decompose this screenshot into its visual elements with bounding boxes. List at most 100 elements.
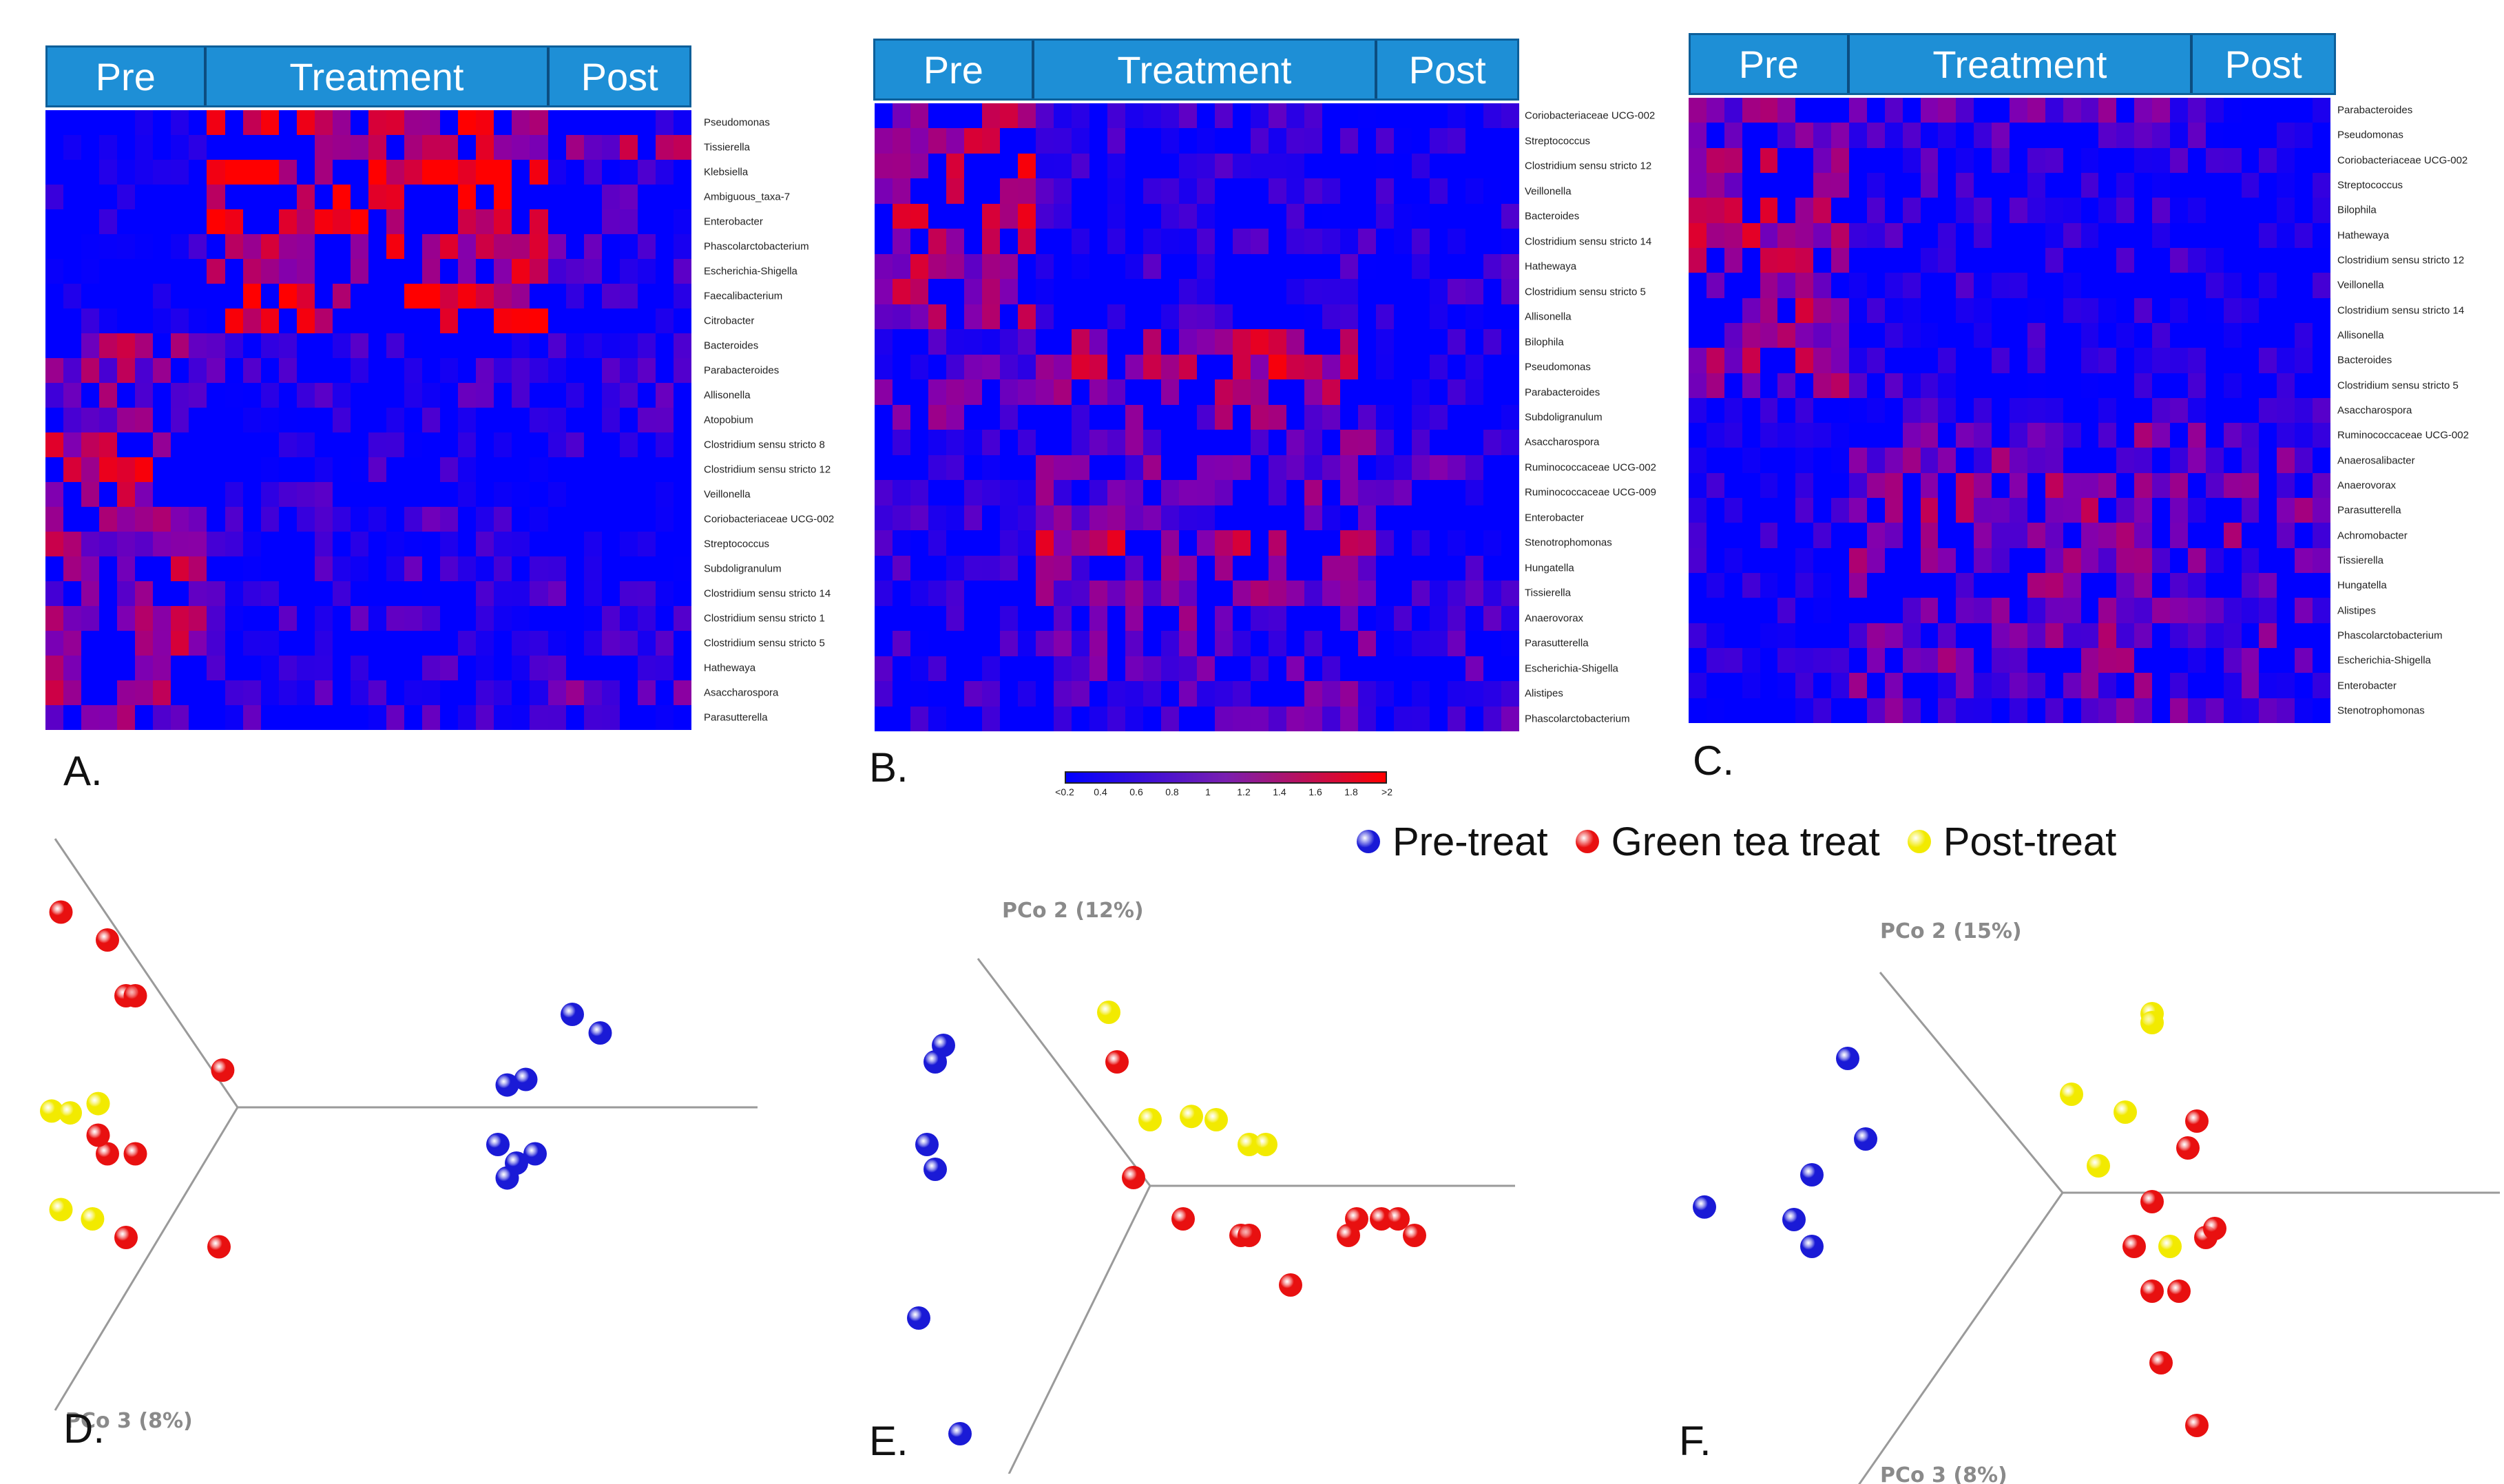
heatmap-cell: [1089, 530, 1107, 556]
heatmap-cell: [601, 110, 620, 135]
heatmap-cell: [1251, 681, 1269, 707]
heatmap-cell: [1884, 198, 1903, 223]
heatmap-cell: [1179, 153, 1197, 179]
heatmap-cell: [476, 259, 494, 284]
heatmap-cell: [314, 606, 333, 631]
heatmap-cell: [1849, 172, 1867, 198]
heatmap-cell: [404, 110, 423, 135]
heatmap-cell: [1161, 279, 1179, 304]
heatmap-cell: [1376, 581, 1394, 606]
row-label: Streptococcus: [704, 538, 770, 550]
heatmap-cell: [207, 606, 225, 631]
heatmap-cell: [2170, 147, 2188, 173]
heatmap-cell: [1322, 681, 1340, 707]
heatmap-cell: [1706, 147, 1724, 173]
heatmap-cell: [2259, 698, 2277, 723]
heatmap-cell: [2187, 172, 2206, 198]
heatmap-cell: [494, 383, 512, 408]
heatmap-cell: [2205, 698, 2224, 723]
heatmap-cell: [637, 631, 656, 656]
heatmap-cell: [1724, 498, 1742, 523]
heatmap-cell: [547, 284, 566, 309]
heatmap-cell: [1813, 547, 1832, 574]
heatmap-cell: [225, 110, 243, 135]
heatmap-cell: [1304, 530, 1322, 556]
pcoa-point-green-tea-treat: [1122, 1166, 1145, 1189]
heatmap-cell: [1884, 322, 1903, 348]
heatmap-cell: [350, 160, 368, 185]
heatmap-cell: [1992, 423, 2010, 448]
heatmap-cell: [404, 358, 423, 383]
heatmap-cell: [1902, 198, 1921, 223]
heatmap-cell: [1072, 454, 1089, 481]
heatmap-cell: [1269, 203, 1286, 229]
heatmap-cell: [332, 532, 351, 556]
heatmap-cell: [225, 656, 243, 680]
heatmap-cell: [1412, 656, 1430, 682]
heatmap-cell: [1974, 523, 1992, 548]
heatmap-cell: [1831, 547, 1849, 574]
heatmap-cell: [1742, 198, 1760, 223]
heatmap-cell: [1956, 448, 1974, 473]
heatmap-cell: [440, 556, 459, 581]
heatmap-cell: [1143, 304, 1161, 330]
heatmap-cell: [1956, 222, 1974, 248]
heatmap-cell: [1902, 472, 1921, 499]
heatmap-cell: [494, 556, 512, 581]
heatmap-cell: [278, 581, 297, 606]
heatmap-cell: [2295, 472, 2313, 499]
heatmap-cell: [189, 680, 207, 705]
heatmap-cell: [1412, 379, 1430, 405]
row-label: Atopobium: [704, 414, 753, 426]
heatmap-cell: [1340, 656, 1358, 682]
heatmap-cell: [1760, 198, 1778, 223]
heatmap-cell: [910, 530, 928, 556]
heatmap-cell: [946, 530, 964, 556]
heatmap-cell: [1304, 430, 1322, 455]
heatmap-cell: [225, 631, 243, 656]
heatmap-cell: [189, 507, 207, 532]
heatmap-cell: [1269, 178, 1286, 204]
heatmap-cell: [512, 656, 530, 680]
heatmap-cell: [1269, 706, 1286, 731]
heatmap-cell: [350, 383, 368, 408]
heatmap-cell: [368, 581, 387, 606]
heatmap-cell: [1689, 98, 1707, 123]
heatmap-cell: [296, 309, 315, 333]
heatmap-cell: [1813, 573, 1832, 598]
heatmap-cell: [1777, 448, 1796, 473]
heatmap-cell: [1689, 348, 1707, 373]
pcoa-point-pre-treat: [495, 1166, 519, 1190]
colorbar-tick: 0.4: [1094, 786, 1107, 797]
heatmap-cell: [278, 209, 297, 234]
heatmap-cell: [1866, 448, 1885, 473]
heatmap-cell: [2027, 273, 2045, 298]
heatmap-cell: [440, 259, 459, 284]
heatmap-cell: [1813, 373, 1832, 398]
heatmap-cell: [1465, 103, 1483, 129]
heatmap-cell: [1233, 379, 1251, 405]
heatmap-cell: [565, 234, 584, 259]
heatmap-cell: [2223, 348, 2242, 373]
heatmap-cell: [1036, 631, 1054, 656]
heatmap-cell: [2010, 147, 2027, 173]
heatmap-cell: [982, 178, 1000, 204]
heatmap-cell: [1215, 505, 1233, 531]
heatmap-cell: [332, 457, 351, 482]
heatmap-cell: [946, 631, 964, 656]
heatmap-cell: [242, 333, 261, 358]
heatmap-cell: [1956, 423, 1974, 448]
heatmap-cell: [1706, 623, 1724, 649]
heatmap-cell: [171, 209, 189, 234]
heatmap-cell: [928, 203, 946, 229]
heatmap-cell: [386, 680, 405, 705]
heatmap-cell: [1448, 430, 1465, 455]
heatmap-cell: [1742, 648, 1760, 673]
heatmap-cell: [2223, 448, 2242, 473]
heatmap-cell: [2205, 297, 2224, 323]
heatmap-cell: [1394, 229, 1412, 254]
heatmap-cell: [1304, 128, 1322, 154]
heatmap-cell: [2027, 623, 2045, 649]
heatmap-cell: [655, 284, 674, 309]
heatmap-cell: [2295, 147, 2313, 173]
